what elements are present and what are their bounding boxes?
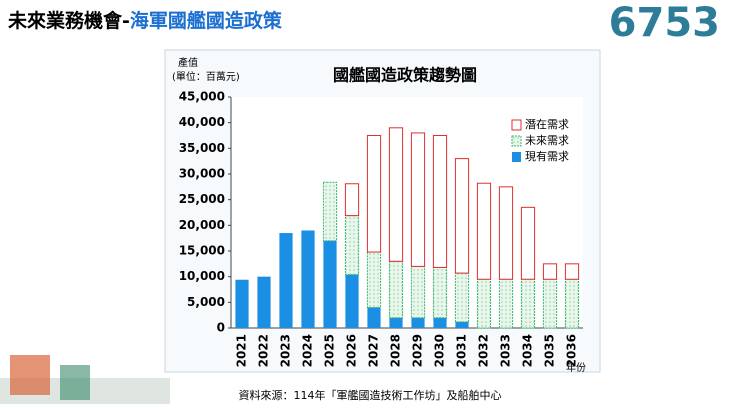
x-tick-label: 2021 [235, 334, 249, 367]
y-tick-label: 30,000 [179, 167, 225, 181]
x-tick-label: 2027 [367, 334, 381, 367]
bar-segment [476, 182, 492, 280]
bar-segment [432, 266, 448, 319]
bar-segment [433, 317, 447, 328]
bar-segment [235, 279, 249, 328]
bar-segment [542, 278, 558, 329]
header: 未來業務機會-海軍國艦國造政策 [8, 6, 282, 33]
bar-segment [257, 276, 271, 328]
y-tick-label: 15,000 [179, 244, 225, 258]
y-unit: (單位：百萬元) [172, 70, 240, 83]
bar-segment [498, 278, 514, 329]
y-tick-label: 20,000 [179, 218, 225, 232]
y-tick-label: 10,000 [179, 269, 225, 283]
bar-segment [388, 260, 404, 319]
y-tick-label: 45,000 [179, 90, 225, 104]
bar-segment [344, 183, 360, 217]
x-tick-label: 2023 [279, 334, 293, 367]
y-tick-label: 0 [217, 321, 225, 335]
bar-segment [389, 317, 403, 328]
bar-segment [542, 263, 558, 280]
bar-segment [564, 263, 580, 280]
y-tick-label: 35,000 [179, 141, 225, 155]
bar-segment [455, 321, 469, 328]
x-tick-label: 2032 [477, 334, 491, 367]
y-tick-label: 40,000 [179, 115, 225, 129]
x-tick-label: 2029 [411, 334, 425, 367]
bar-segment [498, 186, 514, 280]
bar-segment [564, 278, 580, 329]
x-tick-label: 2025 [323, 334, 337, 367]
bar-segment [366, 135, 382, 253]
bar-segment [520, 278, 536, 329]
y-tick-label: 25,000 [179, 192, 225, 206]
legend-swatch [511, 135, 522, 147]
bar-segment [322, 181, 338, 242]
bar-segment [454, 158, 470, 274]
bar-segment [367, 307, 381, 328]
legend-label: 未來需求 [525, 134, 569, 147]
bar-segment [410, 132, 426, 267]
x-tick-label: 2024 [301, 334, 315, 367]
bar-segment [476, 278, 492, 329]
x-tick-label: 2035 [543, 334, 557, 367]
source: 資料來源：114年「軍艦國造技術工作坊」及船舶中心 [239, 388, 502, 402]
chart-title: 國艦國造政策趨勢圖 [333, 66, 477, 85]
bar-segment [279, 233, 293, 328]
header-prefix: 未來業務機會- [8, 10, 130, 32]
x-tick-label: 2033 [499, 334, 513, 367]
bar-segment [520, 206, 536, 280]
x-tick-label: 2030 [433, 334, 447, 367]
x-tick-label: 2036 [565, 334, 579, 367]
bar-segment [345, 274, 359, 328]
bar-segment [410, 265, 426, 319]
bar-segment [454, 272, 470, 323]
x-tick-label: 2026 [345, 334, 359, 367]
bar-segment [366, 251, 382, 308]
decoration [0, 355, 170, 404]
x-tick-label: 2022 [257, 334, 271, 367]
legend-label: 現有需求 [525, 149, 569, 163]
x-tick-label: 2028 [389, 334, 403, 367]
bar-segment [301, 230, 315, 328]
stock-code: 6753 [608, 0, 720, 46]
x-tick-label: 2031 [455, 334, 469, 367]
y-tick-label: 5,000 [187, 295, 225, 309]
legend-label: 潛在需求 [525, 118, 569, 131]
legend-swatch [512, 152, 521, 162]
bar-segment [388, 127, 404, 262]
bar-segment [344, 215, 360, 276]
x-label: 年份 [566, 361, 586, 374]
legend-swatch [511, 119, 522, 131]
bar-segment [432, 135, 448, 268]
bar-segment [411, 317, 425, 328]
x-tick-label: 2034 [521, 334, 535, 367]
bar-segment [323, 240, 337, 328]
y-label: 產值 [178, 56, 198, 69]
header-title: 海軍國艦國造政策 [129, 10, 282, 32]
